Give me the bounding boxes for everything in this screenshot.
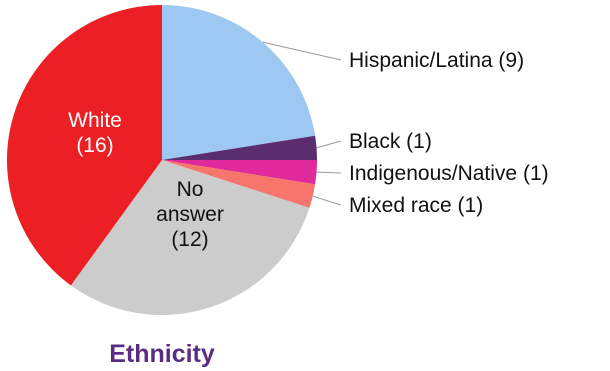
leader-line-indigenous-native bbox=[316, 171, 342, 174]
pie-slice-white bbox=[6, 4, 163, 286]
slice-label-hispanic-latina: Hispanic/Latina (9) bbox=[349, 49, 524, 72]
slice-labels: Hispanic/Latina (9) Black (1) Indigenous/N… bbox=[68, 49, 548, 251]
leader-line-mixed-race bbox=[312, 195, 342, 206]
pie-slice-indigenous-native bbox=[162, 160, 317, 185]
leader-line-hispanic-latina bbox=[262, 41, 342, 61]
pie-slice-mixed-race bbox=[162, 160, 316, 208]
slice-label-white: White (16) bbox=[68, 109, 122, 157]
chart-title: Ethnicity bbox=[109, 340, 215, 368]
pie-slices bbox=[6, 4, 317, 316]
pie-slice-black bbox=[162, 135, 317, 160]
leader-line-black bbox=[316, 140, 342, 149]
pie-slice-no-answer bbox=[70, 160, 310, 316]
slice-label-mixed-race: Mixed race (1) bbox=[349, 194, 483, 217]
pie-slice-hispanic-latina bbox=[162, 5, 316, 160]
leader-lines bbox=[262, 41, 342, 206]
slice-label-black: Black (1) bbox=[349, 130, 432, 153]
slice-label-no-answer: No answer (12) bbox=[156, 178, 224, 251]
slice-label-indigenous-native: Indigenous/Native (1) bbox=[349, 162, 549, 185]
